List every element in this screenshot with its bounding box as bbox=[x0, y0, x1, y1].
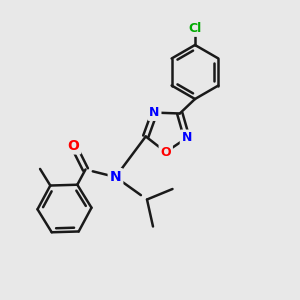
Text: Cl: Cl bbox=[188, 22, 202, 35]
Text: N: N bbox=[182, 131, 192, 144]
Text: O: O bbox=[160, 146, 171, 159]
Text: O: O bbox=[68, 139, 80, 152]
Text: N: N bbox=[110, 170, 121, 184]
Text: N: N bbox=[149, 106, 160, 119]
